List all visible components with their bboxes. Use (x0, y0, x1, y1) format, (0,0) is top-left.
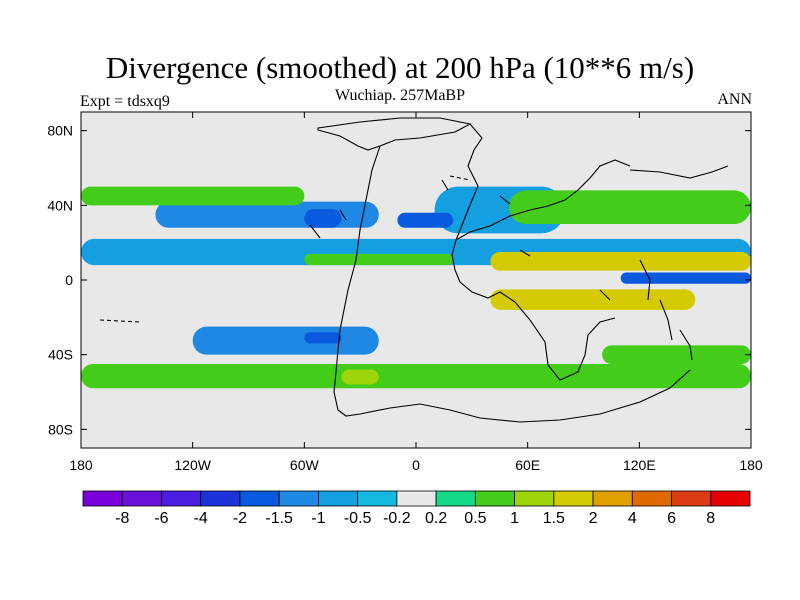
colorbar-label: 8 (706, 510, 715, 527)
coastline-tethys (455, 159, 631, 241)
colorbar: -8 -6 -4 -2 -1.5 -1 -0.5 -0.2 0.2 0.5 1 1.5 2 4 6 8 (82, 490, 751, 527)
y-tick-label: 80N (47, 123, 73, 139)
colorbar-label: 2 (589, 510, 598, 527)
colorbar-label: -0.5 (344, 510, 372, 527)
field-divergence-band-s-equator (490, 289, 696, 310)
colorbar-label: 4 (628, 510, 637, 527)
coastline-misc (309, 179, 611, 301)
colorbar-swatch (435, 490, 476, 507)
colorbar-swatch (514, 490, 555, 507)
colorbar-swatch (121, 490, 162, 507)
y-tick-label: 0 (65, 272, 73, 288)
coastline-north (317, 117, 472, 151)
coastline-south (359, 369, 691, 423)
colorbar-label: -4 (194, 510, 208, 527)
colorbar-label: -6 (154, 510, 168, 527)
colorbar-swatch (318, 490, 359, 507)
x-tick-label: 0 (412, 457, 420, 473)
colorbar-swatch (592, 490, 633, 507)
field-s-midlat-divergence-core (341, 369, 379, 385)
field-divergence-band-n-equator (490, 252, 751, 271)
coastline-west-continent (333, 145, 381, 417)
field-s-midlat-divergence (81, 364, 751, 389)
map-subtitle: Wuchiap. 257MaBP (334, 87, 465, 104)
colorbar-label: 6 (667, 510, 676, 527)
x-tick-label: 180 (739, 457, 763, 473)
colorbar-swatch (161, 490, 202, 507)
field-divergence-n-equator-atlantic (304, 253, 454, 266)
y-tick-label: 40N (47, 197, 73, 213)
x-tick-label: 60E (515, 457, 540, 473)
colorbar-swatch (200, 490, 241, 507)
colorbar-label: 1 (510, 510, 519, 527)
colorbar-label: 0.2 (425, 510, 447, 527)
y-tick-label: 40S (48, 347, 73, 363)
colorbar-swatch (474, 490, 515, 507)
colorbar-label: 1.5 (543, 510, 565, 527)
x-tick-label: 180 (69, 457, 93, 473)
field-convergence-core-s-atlantic (304, 332, 342, 344)
colorbar-swatch (396, 490, 437, 507)
contour-fields (81, 186, 751, 389)
coastline-east-islands (629, 165, 729, 361)
coastlines (99, 117, 729, 423)
colorbar-swatch (278, 490, 319, 507)
experiment-label: Expt = tdsxq9 (80, 93, 170, 110)
x-tick-label: 120E (623, 457, 656, 473)
colorbar-swatch (239, 490, 280, 507)
field-divergence-band-nh-east (509, 190, 751, 224)
colorbar-swatch (357, 490, 398, 507)
colorbar-label: -2 (233, 510, 247, 527)
colorbar-label: -1 (311, 510, 325, 527)
coastline-dashes-west (99, 175, 471, 323)
field-convergence-core-10e (397, 212, 454, 228)
colorbar-swatch (710, 490, 751, 507)
field-s-subtropical-convergence (192, 326, 379, 355)
map-title: Divergence (smoothed) at 200 hPa (10**6 … (105, 50, 695, 85)
field-convergence-core-50w (304, 209, 342, 228)
coastline-east-continent (451, 123, 616, 381)
y-tick-label: 80S (48, 421, 73, 437)
colorbar-swatch (671, 490, 712, 507)
field-n-midlat-convergence-west (155, 201, 379, 228)
field-divergence-band-nh-midlat (81, 186, 305, 206)
colorbar-label: -1.5 (265, 510, 293, 527)
colorbar-swatch (553, 490, 594, 507)
season-label: ANN (717, 91, 752, 108)
map-axes: 180 120W 60W 0 60E 120E 180 80N 40N 0 40S 80S (47, 112, 763, 473)
x-tick-label: 60W (290, 457, 320, 473)
colorbar-label: 0.5 (464, 510, 486, 527)
field-s-pacific-divergence (602, 345, 751, 364)
colorbar-swatch (82, 490, 123, 507)
colorbar-swatch (631, 490, 672, 507)
colorbar-label: -0.2 (383, 510, 411, 527)
colorbar-label: -8 (115, 510, 129, 527)
x-tick-label: 120W (174, 457, 211, 473)
field-equatorial-convergence-west-pacific (620, 272, 751, 284)
